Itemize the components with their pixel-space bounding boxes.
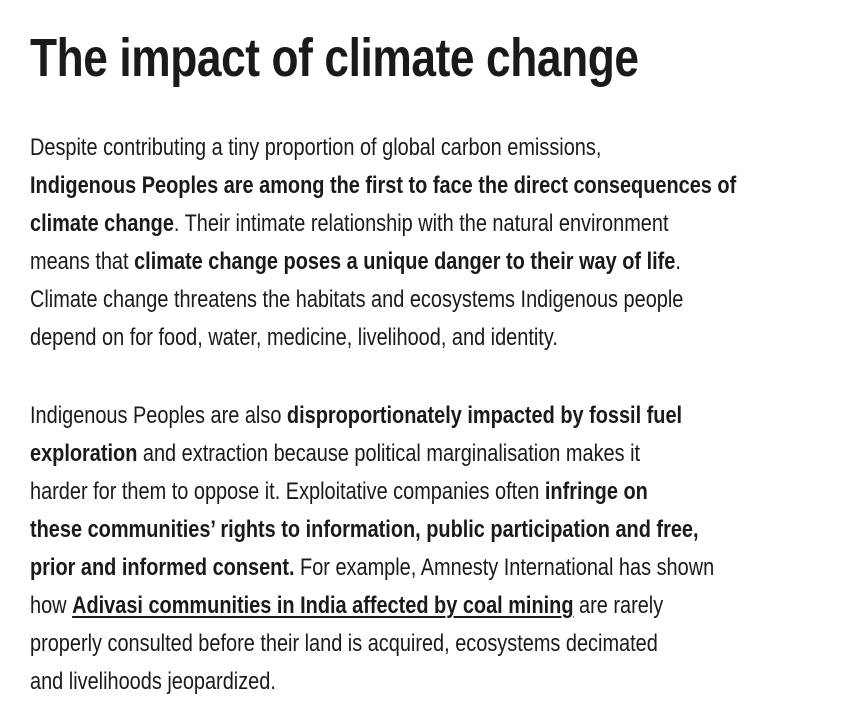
p1-bold-first-to-face: Indigenous Peoples are among the first t… bbox=[30, 172, 737, 199]
p2-line2-rest: and extraction because political margina… bbox=[137, 440, 641, 467]
p2-bold-infringe: infringe on bbox=[544, 478, 648, 505]
p2-line6-post: are rarely bbox=[573, 592, 664, 619]
p1-bold-unique-danger: climate change poses a unique danger to … bbox=[134, 248, 676, 275]
adivasi-communities-link[interactable]: Adivasi communities in India affected by… bbox=[72, 592, 574, 619]
p2-line8: and livelihoods jeopardized. bbox=[30, 668, 276, 695]
paragraph-climate-consequences: Despite contributing a tiny proportion o… bbox=[30, 129, 860, 357]
p2-bold-disproportionately: disproportionately impacted by fossil fu… bbox=[286, 402, 683, 429]
p2-line7: properly consulted before their land is … bbox=[30, 630, 658, 657]
p1-line1: Despite contributing a tiny proportion o… bbox=[30, 134, 602, 161]
p2-bold-exploration: exploration bbox=[30, 440, 138, 467]
p2-line5-rest: For example, Amnesty International has s… bbox=[294, 554, 715, 581]
p1-line4-post: . bbox=[675, 248, 681, 275]
p1-line3-rest: . Their intimate relationship with the n… bbox=[173, 210, 669, 237]
p2-line6-pre: how bbox=[30, 592, 73, 619]
p2-line3-pre: harder for them to oppose it. Exploitati… bbox=[30, 478, 545, 505]
p1-line6: depend on for food, water, medicine, liv… bbox=[30, 324, 558, 351]
p1-bold-climate-change: climate change bbox=[30, 210, 174, 237]
article-title: The impact of climate change bbox=[30, 28, 639, 88]
paragraph-fossil-fuel-impact: Indigenous Peoples are also disproportio… bbox=[30, 397, 860, 701]
p1-line4-pre: means that bbox=[30, 248, 135, 275]
p2-bold-rights: these communities’ rights to information… bbox=[30, 516, 699, 543]
p1-line5: Climate change threatens the habitats an… bbox=[30, 286, 684, 313]
p2-bold-consent: prior and informed consent. bbox=[30, 554, 295, 581]
p2-line1-pre: Indigenous Peoples are also bbox=[30, 402, 287, 429]
